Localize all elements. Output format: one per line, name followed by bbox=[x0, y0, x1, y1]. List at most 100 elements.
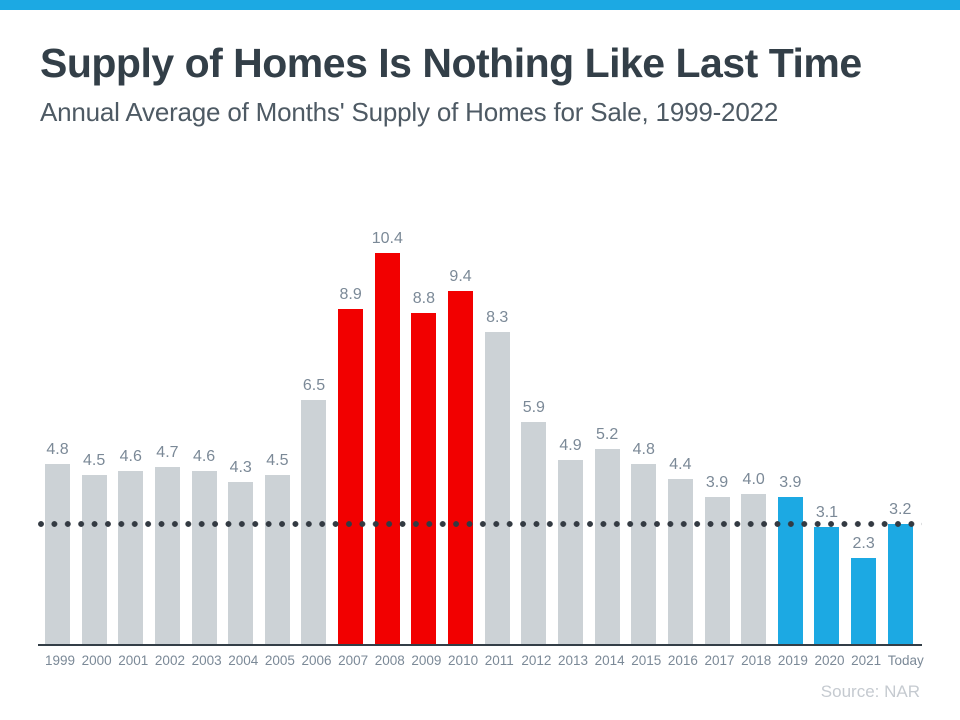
bar bbox=[484, 331, 510, 644]
x-axis-label: 2016 bbox=[667, 653, 698, 668]
bar-value-label: 4.6 bbox=[119, 448, 142, 465]
x-axis-label: 2018 bbox=[741, 653, 772, 668]
bar-chart: 4.8 4.5 4.6 4.7 4.6 4.3 4.5 6.5 8.9 10.4 8.8 9.4 8.3… bbox=[38, 214, 922, 646]
bar bbox=[557, 459, 583, 644]
bar-group-2011: 8.3 bbox=[484, 308, 510, 644]
reference-dotted-line bbox=[38, 520, 922, 527]
x-axis-label: 2005 bbox=[264, 653, 295, 668]
x-axis-label: 2009 bbox=[411, 653, 442, 668]
x-axis-label: 2011 bbox=[484, 653, 514, 668]
x-axis-label: 2010 bbox=[448, 653, 479, 668]
bar-group-2009: 8.8 bbox=[411, 290, 437, 644]
bar bbox=[154, 467, 180, 644]
x-axis-label: 2001 bbox=[118, 653, 149, 668]
bar-value-label: 4.5 bbox=[266, 451, 289, 469]
bar bbox=[814, 527, 840, 644]
bar-group-2010: 9.4 bbox=[448, 267, 474, 644]
x-axis-label: 2017 bbox=[704, 653, 735, 668]
bar-value-label: 3.9 bbox=[779, 474, 802, 492]
bar bbox=[631, 463, 657, 644]
bar-group-2013: 4.9 bbox=[557, 436, 583, 644]
bar-value-label: 4.4 bbox=[669, 455, 692, 473]
bar bbox=[594, 448, 620, 644]
x-axis-label: 2008 bbox=[374, 653, 405, 668]
page-title: Supply of Homes Is Nothing Like Last Tim… bbox=[40, 40, 862, 86]
x-axis-label: 2019 bbox=[777, 653, 808, 668]
x-axis-label: 2021 bbox=[851, 653, 882, 668]
bar-group-2014: 5.2 bbox=[594, 425, 620, 644]
bar-value-label: 2.3 bbox=[852, 534, 875, 552]
bar-group-2004: 4.3 bbox=[228, 459, 254, 644]
x-axis-label: 2000 bbox=[81, 653, 112, 668]
bar-value-label: 4.3 bbox=[229, 459, 252, 477]
x-axis-label: 2004 bbox=[228, 653, 259, 668]
bar-group-2005: 4.5 bbox=[264, 451, 290, 644]
bar-group-today: 3.2 bbox=[887, 500, 913, 644]
bars-container: 4.8 4.5 4.6 4.7 4.6 4.3 4.5 6.5 8.9 10.4 8.8 9.4 8.3… bbox=[45, 214, 913, 644]
bar-value-label: 4.5 bbox=[83, 451, 106, 469]
x-axis-label: 2012 bbox=[521, 653, 552, 668]
bar bbox=[411, 313, 437, 644]
bar-value-label: 5.9 bbox=[522, 399, 545, 417]
x-axis-label: 2014 bbox=[594, 653, 625, 668]
x-axis-label: 2013 bbox=[557, 653, 589, 668]
bar-value-label: 4.7 bbox=[156, 444, 179, 462]
bar bbox=[118, 471, 144, 644]
bar-value-label: 10.4 bbox=[371, 230, 403, 247]
bar-value-label: 6.5 bbox=[302, 376, 326, 394]
bar bbox=[521, 422, 547, 644]
bar-group-2007: 8.9 bbox=[338, 286, 364, 644]
bar-value-label: 4.9 bbox=[559, 436, 582, 454]
bar-group-2018: 4.0 bbox=[741, 470, 767, 644]
top-accent-band bbox=[0, 0, 960, 10]
bar bbox=[667, 478, 693, 644]
bar-group-2020: 3.1 bbox=[814, 504, 840, 644]
x-axis-label: 2015 bbox=[631, 653, 662, 668]
bar bbox=[264, 474, 290, 644]
bar bbox=[704, 497, 730, 644]
x-axis-label: 2007 bbox=[338, 653, 369, 668]
bar bbox=[81, 474, 107, 644]
bar-group-2000: 4.5 bbox=[81, 451, 107, 644]
bar-group-2016: 4.4 bbox=[667, 455, 693, 644]
bar-group-2008: 10.4 bbox=[371, 230, 403, 644]
x-axis-label: 2002 bbox=[154, 653, 185, 668]
bar-value-label: 8.3 bbox=[486, 308, 509, 326]
x-axis-label: 1999 bbox=[45, 653, 76, 668]
bar-group-2006: 6.5 bbox=[301, 376, 327, 644]
x-axis-label: 2003 bbox=[191, 653, 222, 668]
x-axis-labels: 1999 2000 2001 2002 2003 2004 2005 2006 2007 2008… bbox=[45, 653, 924, 668]
bar-value-label: 3.1 bbox=[815, 504, 839, 522]
bar-group-2012: 5.9 bbox=[521, 399, 547, 644]
x-axis-label: 2006 bbox=[301, 653, 332, 668]
bar bbox=[191, 471, 217, 644]
x-axis-label: Today bbox=[887, 653, 924, 668]
bar-group-2017: 3.9 bbox=[704, 474, 730, 644]
bar bbox=[851, 557, 877, 644]
bar-value-label: 4.8 bbox=[632, 440, 655, 458]
bar bbox=[777, 497, 803, 644]
bar-value-label: 8.9 bbox=[339, 286, 362, 304]
bar-group-2003: 4.6 bbox=[191, 448, 217, 644]
bar bbox=[45, 463, 70, 644]
bar-group-1999: 4.8 bbox=[45, 441, 70, 644]
bar-value-label: 3.9 bbox=[705, 474, 729, 492]
bar-value-label: 5.2 bbox=[595, 425, 619, 443]
bar-value-label: 4.6 bbox=[192, 448, 216, 465]
bar-value-label: 8.8 bbox=[412, 290, 436, 308]
bar bbox=[448, 290, 474, 644]
bar-group-2001: 4.6 bbox=[118, 448, 144, 644]
bar bbox=[338, 309, 364, 644]
bar bbox=[228, 482, 254, 644]
bar-group-2019: 3.9 bbox=[777, 474, 803, 644]
bar bbox=[887, 523, 913, 644]
x-axis-label: 2020 bbox=[814, 653, 845, 668]
bar bbox=[741, 493, 767, 644]
bar-group-2021: 2.3 bbox=[851, 534, 877, 644]
source-note: Source: NAR bbox=[820, 682, 920, 701]
bar-value-label: 4.0 bbox=[742, 470, 765, 488]
bar-group-2015: 4.8 bbox=[631, 440, 657, 644]
bar-value-label: 9.4 bbox=[449, 267, 472, 285]
bar-value-label: 3.2 bbox=[889, 500, 912, 518]
